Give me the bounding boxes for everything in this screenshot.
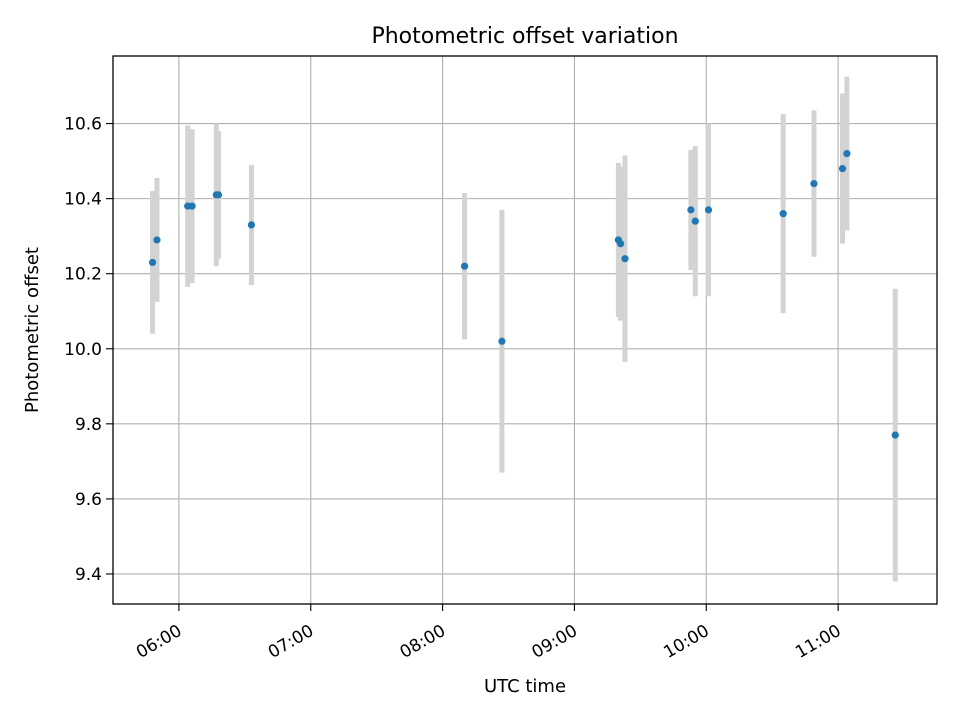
y-tick-label: 9.4: [75, 565, 102, 585]
y-tick-label: 10.6: [64, 115, 102, 135]
data-point: [621, 255, 629, 263]
x-tick-label: 08:00: [397, 621, 449, 663]
y-tick-label: 10.4: [64, 190, 102, 210]
x-axis-ticks: 06:00 07:00 08:00 09:00 10:00 11:00: [133, 604, 845, 663]
data-point: [779, 210, 787, 218]
y-axis-label: Photometric offset: [22, 247, 43, 413]
x-tick-label: 06:00: [133, 621, 185, 663]
y-tick-label: 10.2: [64, 265, 102, 285]
data-point: [148, 258, 157, 267]
data-points: [148, 149, 899, 439]
y-tick-label: 10.0: [64, 340, 102, 360]
y-tick-label: 9.6: [75, 490, 102, 510]
data-point: [838, 165, 847, 173]
data-point: [691, 217, 699, 225]
data-point: [810, 180, 818, 188]
data-point: [460, 262, 469, 270]
data-point: [247, 221, 256, 229]
data-point: [616, 240, 625, 248]
data-point: [498, 337, 506, 345]
data-point: [214, 191, 223, 199]
y-axis-ticks: 9.4 9.6 9.8 10.0 10.2 10.4 10.6: [64, 115, 113, 585]
plot-frame: [112, 55, 938, 605]
data-point: [188, 202, 196, 210]
x-axis-label: UTC time: [484, 676, 566, 697]
x-tick-label: 10:00: [660, 621, 712, 663]
x-tick-label: 07:00: [265, 621, 317, 663]
y-tick-label: 9.8: [75, 415, 102, 435]
data-point: [843, 149, 851, 158]
x-tick-label: 11:00: [792, 621, 844, 663]
chart-title: Photometric offset variation: [371, 24, 678, 49]
data-point: [687, 206, 695, 214]
x-tick-label: 09:00: [529, 621, 581, 663]
data-point: [153, 236, 161, 244]
error-bars: [150, 76, 898, 582]
data-point: [704, 206, 713, 214]
data-point: [891, 431, 899, 439]
